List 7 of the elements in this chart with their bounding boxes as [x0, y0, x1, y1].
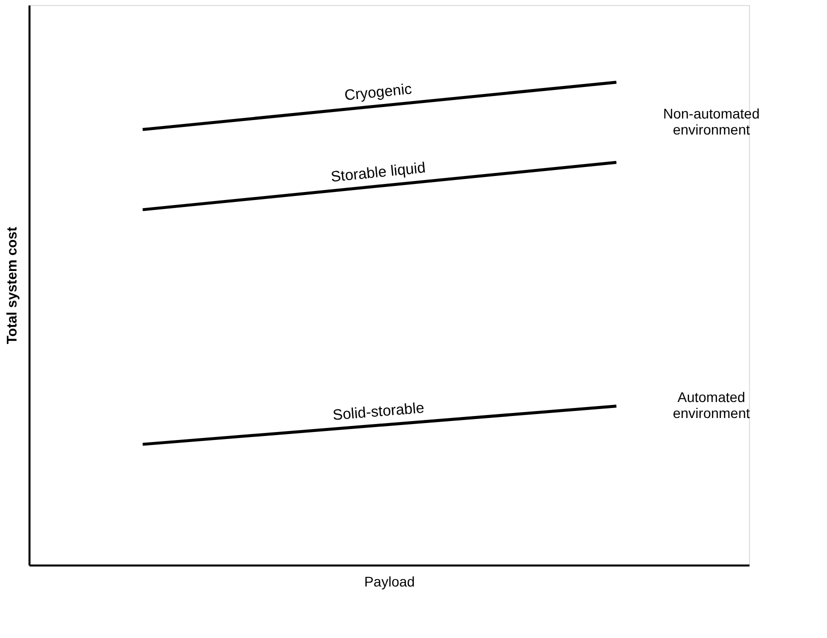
x-axis-title: Payload — [364, 574, 415, 590]
y-axis-title: Total system cost — [4, 226, 20, 344]
series-label: Solid-storable — [332, 400, 425, 424]
annotation: Automated environment — [672, 389, 750, 422]
text: Storable liquid — [330, 159, 426, 186]
text: Cryogenic — [344, 80, 414, 104]
annotation: Non-automated environment — [663, 105, 760, 138]
